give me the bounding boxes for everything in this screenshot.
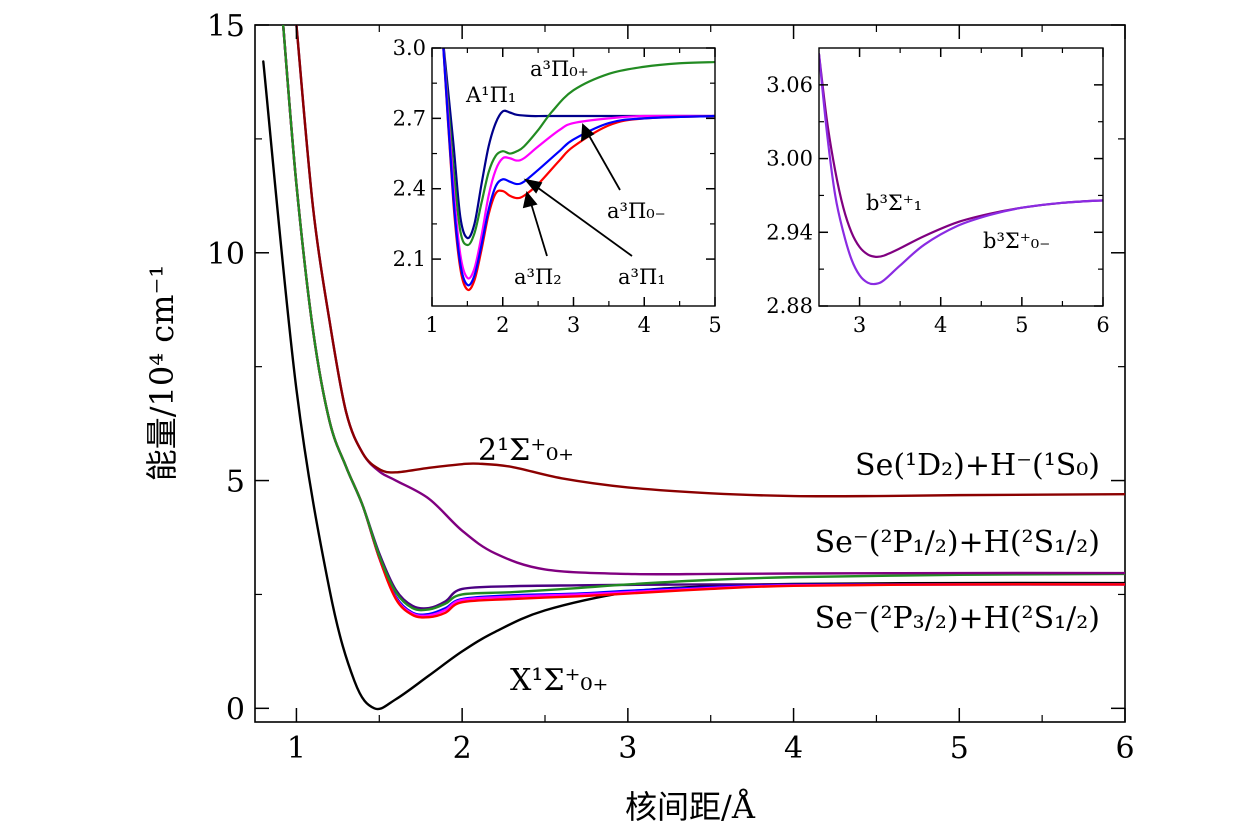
inset-left-y-tick-label: 2.7 <box>393 106 426 130</box>
inset-right-marks <box>819 53 1103 286</box>
inset-annotation-a3Pi2: a³Π₂ <box>514 265 562 289</box>
inset-right-y-tick-label: 3.00 <box>766 147 813 171</box>
inset-right-x-tick-label: 3 <box>853 313 866 337</box>
inset-right-x-tick-label: 5 <box>1015 313 1028 337</box>
x-axis-title: 核间距/Å <box>625 788 756 826</box>
inset-right-series-line-1 <box>819 53 1103 286</box>
inset-left-y-tick-label: 2.1 <box>393 247 426 271</box>
inset-left-y-tick-label: 3.0 <box>393 36 426 60</box>
main-plot-marks <box>262 25 1125 711</box>
arrowhead-a3Pi2 <box>522 190 538 209</box>
arrowhead-a3Pi0minus <box>580 123 595 142</box>
main-x-tick-label: 4 <box>784 731 803 766</box>
inset-right-y-tick-label: 2.88 <box>766 294 813 318</box>
inset-right-x-tick-label: 6 <box>1096 313 1109 337</box>
inset-arrows <box>522 123 633 257</box>
inset-left-x-tick-label: 2 <box>496 313 509 337</box>
inset-right-axes: 3 4 5 6 2.88 2.94 3.00 3.06 <box>766 48 1110 337</box>
inset-left-x-tick-label: 4 <box>638 313 651 337</box>
inset-left-y-tick-label: 2.4 <box>393 177 426 201</box>
main-x-tick-label: 3 <box>618 731 637 766</box>
main-x-tick-label: 5 <box>950 731 969 766</box>
main-y-tick-label: 15 <box>207 9 245 44</box>
inset-annotation-a3Pi0plus: a³Π₀₊ <box>530 57 589 81</box>
main-plot-frame <box>254 24 1126 723</box>
arrowhead-a3Pi1 <box>523 178 543 194</box>
main-x-tick-label: 6 <box>1115 731 1134 766</box>
main-y-tick-label: 0 <box>226 692 245 727</box>
main-x-tick-label: 1 <box>287 731 306 766</box>
inset-annotation-a3Pi0minus: a³Π₀₋ <box>607 199 666 223</box>
inset-left-x-tick-label: 3 <box>567 313 580 337</box>
inset-left-series-line-4 <box>442 48 715 287</box>
main-x-tick-label: 2 <box>453 731 472 766</box>
arrow-a3Pi2 <box>529 199 548 257</box>
inset-right-background <box>819 48 1103 306</box>
main-y-tick-label: 10 <box>207 237 245 272</box>
arrow-a3Pi0minus <box>586 131 621 191</box>
inset-left-series-line-0 <box>442 48 715 240</box>
inset-annotation-A1Pi1: A¹Π₁ <box>465 83 516 107</box>
annotation-se-1d2-h-minus: Se(¹D₂)+H⁻(¹S₀) <box>855 448 1100 483</box>
inset-left-series-line-2 <box>442 48 715 280</box>
annotation-se-minus-2p12: Se⁻(²P₁/₂)+H(²S₁/₂) <box>815 525 1100 560</box>
y-axis-title: 能量/10⁴ cm⁻¹ <box>143 265 181 482</box>
main-series-line-7 <box>295 25 1125 498</box>
inset-right-y-tick-label: 3.06 <box>766 73 813 97</box>
annotation-se-minus-2p32: Se⁻(²P₃/₂)+H(²S₁/₂) <box>815 601 1100 636</box>
inset-right-frame <box>818 47 1104 307</box>
inset-left-panel: 1 2 3 4 52.12.42.73.0 A¹Π₁ a³Π₀₊ a³Π₀₋ a³Π₂ … <box>393 36 722 337</box>
inset-right-x-tick-label: 4 <box>934 313 947 337</box>
arrow-a3Pi1 <box>533 184 633 257</box>
main-series-line-5 <box>281 25 1125 612</box>
inset-left-x-tick-label: 5 <box>708 313 721 337</box>
inset-left-x-tick-label: 1 <box>425 313 438 337</box>
inset-left-marks <box>442 48 715 292</box>
inset-annotation-b3Sigma0minus: b³Σ⁺₀₋ <box>983 229 1050 253</box>
inset-left-series-line-1 <box>442 48 715 247</box>
main-y-tick-label: 5 <box>226 465 245 500</box>
inset-right-y-tick-label: 2.94 <box>766 220 813 244</box>
annotation-2-sigma: 2¹Σ⁺₀₊ <box>478 433 574 468</box>
inset-left-axes: 1 2 3 4 5 2.1 2.4 2.7 3.0 <box>393 36 722 337</box>
inset-left-series-line-3 <box>442 48 715 292</box>
annotation-x-sigma: X¹Σ⁺₀₊ <box>510 663 608 698</box>
inset-annotation-a3Pi1: a³Π₁ <box>618 265 666 289</box>
inset-annotation-b3Sigma1: b³Σ⁺₁ <box>866 191 922 215</box>
inset-right-panel: 3 4 5 6 2.88 2.94 3.00 3.06 b³Σ⁺₁ b³Σ⁺₀₋ <box>766 47 1110 337</box>
